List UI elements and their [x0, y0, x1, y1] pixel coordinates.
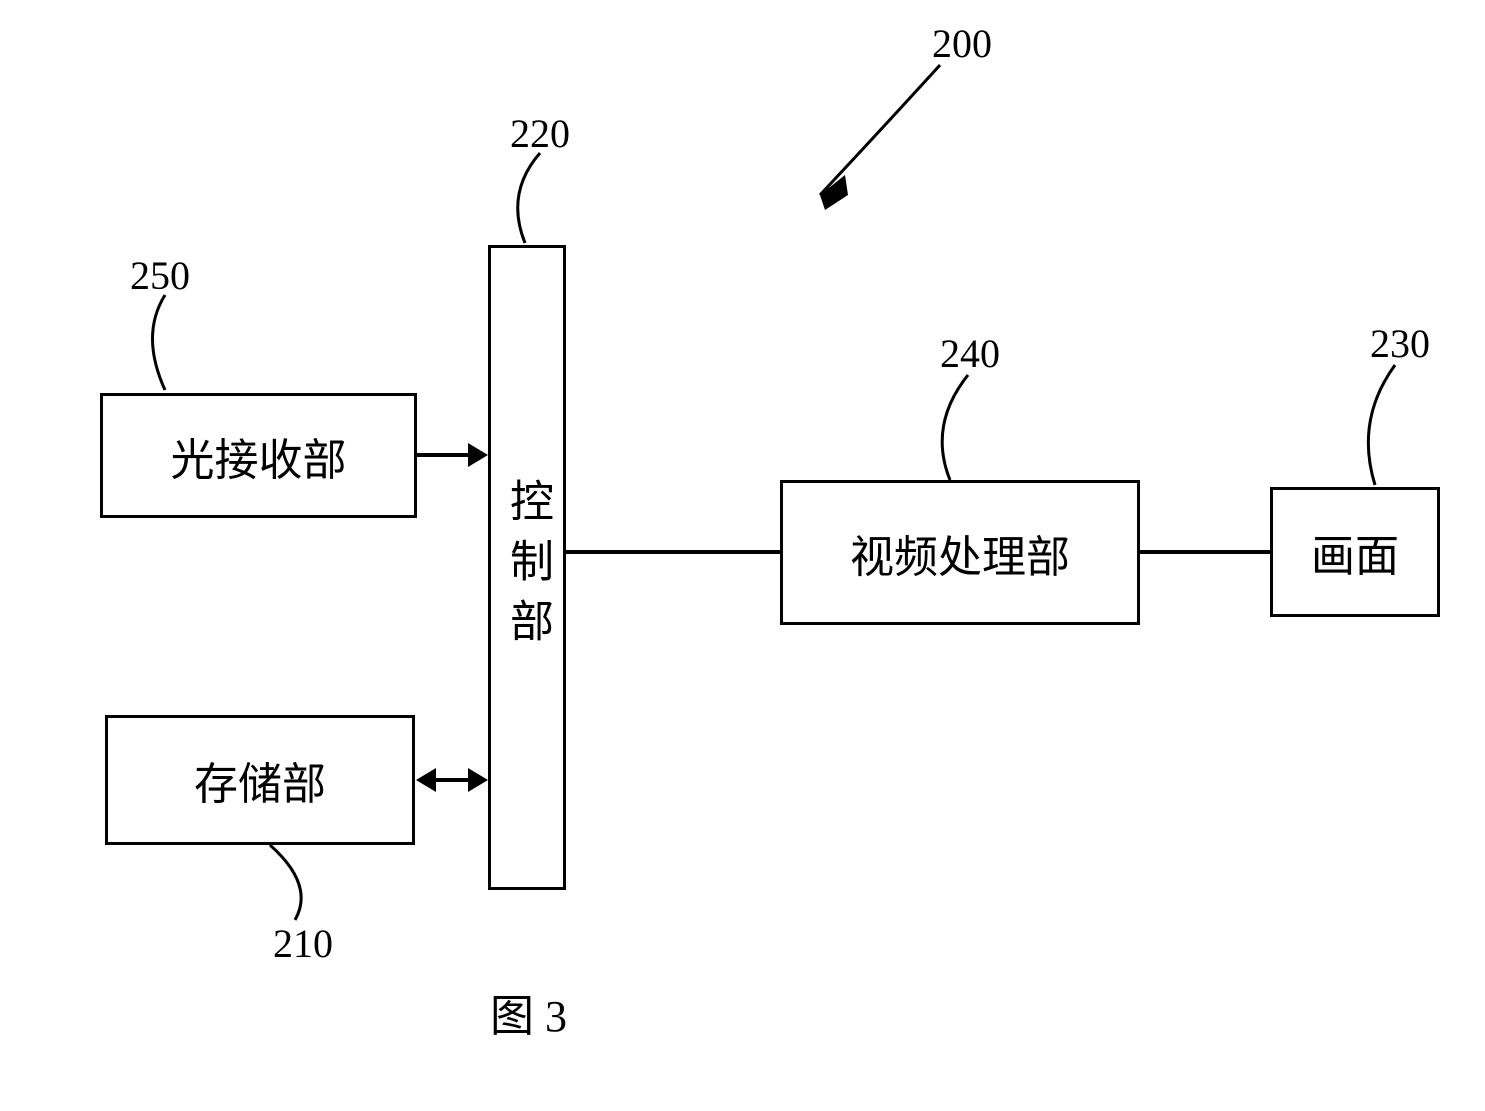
edge-control-video: [566, 550, 780, 554]
node-control-text: 控制部: [495, 478, 559, 658]
leader-240: [928, 375, 998, 483]
leader-210: [260, 845, 330, 925]
arrow-storage-left: [416, 768, 436, 792]
node-video-text: 视频处理部: [850, 521, 1070, 585]
node-receiver-text: 光接收部: [171, 424, 347, 488]
label-230: 230: [1370, 320, 1430, 367]
label-210: 210: [273, 920, 333, 967]
node-video: 视频处理部: [780, 480, 1140, 625]
node-receiver: 光接收部: [100, 393, 417, 518]
node-storage-text: 存储部: [194, 748, 326, 812]
arrow-receiver-control: [468, 443, 488, 467]
leader-250: [130, 295, 200, 395]
label-250: 250: [130, 252, 190, 299]
node-storage: 存储部: [105, 715, 415, 845]
edge-video-screen: [1140, 550, 1270, 554]
edge-receiver-control: [417, 453, 472, 457]
edge-storage-control: [435, 778, 469, 782]
arrow-storage-right: [468, 768, 488, 792]
node-screen: 画面: [1270, 487, 1440, 617]
label-220: 220: [510, 110, 570, 157]
leader-230: [1355, 365, 1425, 490]
node-control: 控制部: [488, 245, 566, 890]
leader-200-arrow: [790, 60, 970, 220]
leader-220: [500, 153, 570, 248]
label-240: 240: [940, 330, 1000, 377]
figure-label: 图 3: [490, 980, 567, 1044]
node-screen-text: 画面: [1311, 520, 1399, 584]
